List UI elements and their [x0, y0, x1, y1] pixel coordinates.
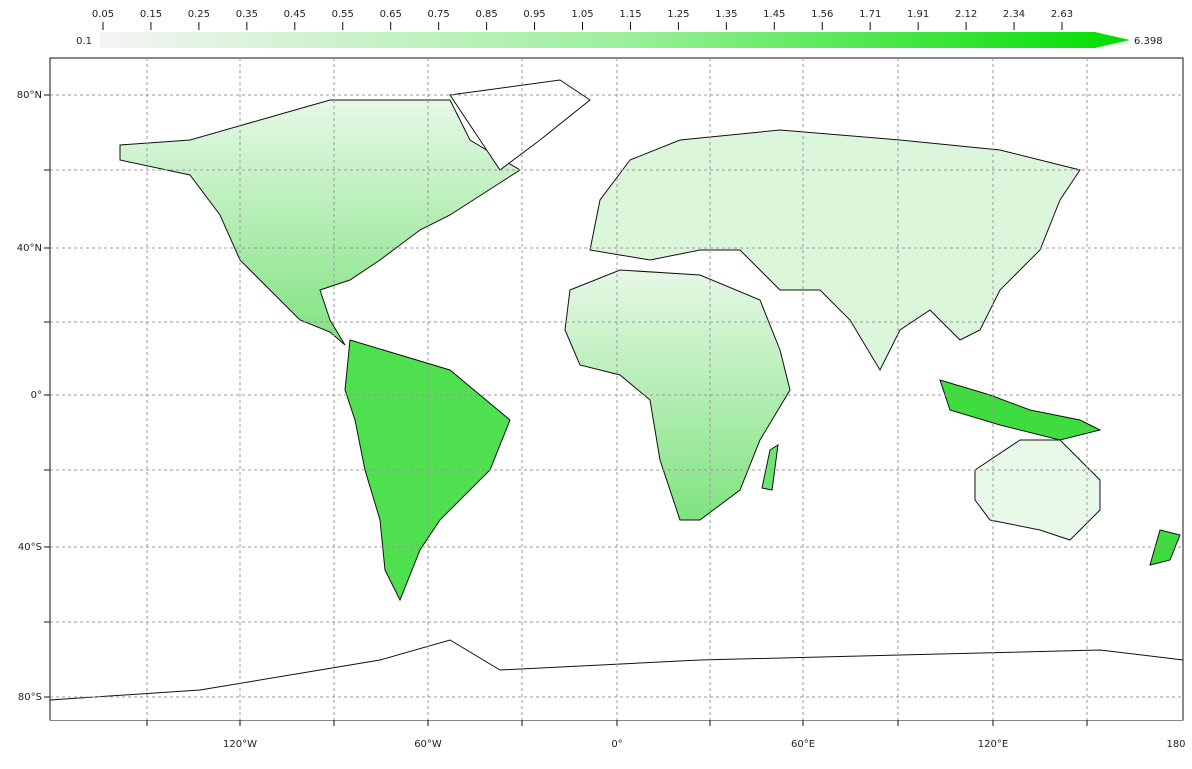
lat-label: 40°S	[18, 542, 42, 553]
colorbar-tick-label: 0.15	[140, 9, 162, 20]
lat-label: 80°N	[17, 90, 42, 101]
colorbar-tick-label: 1.56	[811, 9, 833, 20]
colorbar-max-label: 6.398	[1134, 36, 1163, 47]
colorbar: 0.1 6.398 0.05 0.15 0.25 0.35 0.45 0.55 0.65 0.…	[76, 9, 1163, 48]
colorbar-tick-label: 2.34	[1003, 9, 1025, 20]
new-zealand	[1149, 529, 1181, 566]
graticule	[44, 58, 1183, 726]
colorbar-tick-label: 0.85	[475, 9, 497, 20]
south-america	[344, 339, 511, 602]
colorbar-tick-label: 1.25	[667, 9, 689, 20]
greenland	[449, 79, 591, 171]
colorbar-ramp	[100, 32, 1130, 48]
colorbar-tick-label: 0.65	[380, 9, 402, 20]
colorbar-tick-label: 1.15	[619, 9, 641, 20]
colorbar-tick-label: 0.75	[428, 9, 450, 20]
colorbar-tick-label: 1.91	[907, 9, 929, 20]
lon-label: 120°W	[223, 739, 257, 750]
colorbar-tick-label: 0.35	[236, 9, 258, 20]
colorbar-tick-label: 0.05	[92, 9, 114, 20]
colorbar-tick-label: 2.12	[955, 9, 977, 20]
lon-label: 120°E	[978, 739, 1008, 750]
colorbar-tick-label: 2.63	[1051, 9, 1073, 20]
lon-label: 0°	[611, 739, 622, 750]
lat-label: 80°S	[18, 692, 42, 703]
madagascar	[761, 444, 779, 491]
colorbar-tick-label: 0.55	[332, 9, 354, 20]
lat-label: 40°N	[17, 243, 42, 254]
colorbar-tick-label: 0.95	[523, 9, 545, 20]
africa	[564, 269, 791, 521]
eurasia	[589, 129, 1081, 372]
land-masses	[50, 79, 1183, 720]
lon-label: 180	[1166, 739, 1185, 750]
map: 80°N 40°N 0° 40°S 80°S 120°W 60°W 0° 60°E 120°E 18…	[17, 57, 1186, 750]
lon-label: 60°E	[791, 739, 815, 750]
colorbar-tick-label: 1.05	[571, 9, 593, 20]
colorbar-tick-label: 1.45	[763, 9, 785, 20]
colorbar-min-label: 0.1	[76, 36, 92, 47]
lon-label: 60°W	[414, 739, 442, 750]
australia	[974, 439, 1101, 541]
north-america	[119, 99, 521, 346]
colorbar-tick-label: 0.25	[188, 9, 210, 20]
colorbar-tick-label: 0.45	[284, 9, 306, 20]
lat-label: 0°	[31, 390, 42, 401]
colorbar-tick-label: 1.71	[859, 9, 881, 20]
colorbar-tick-label: 1.35	[715, 9, 737, 20]
antarctica	[50, 639, 1183, 720]
